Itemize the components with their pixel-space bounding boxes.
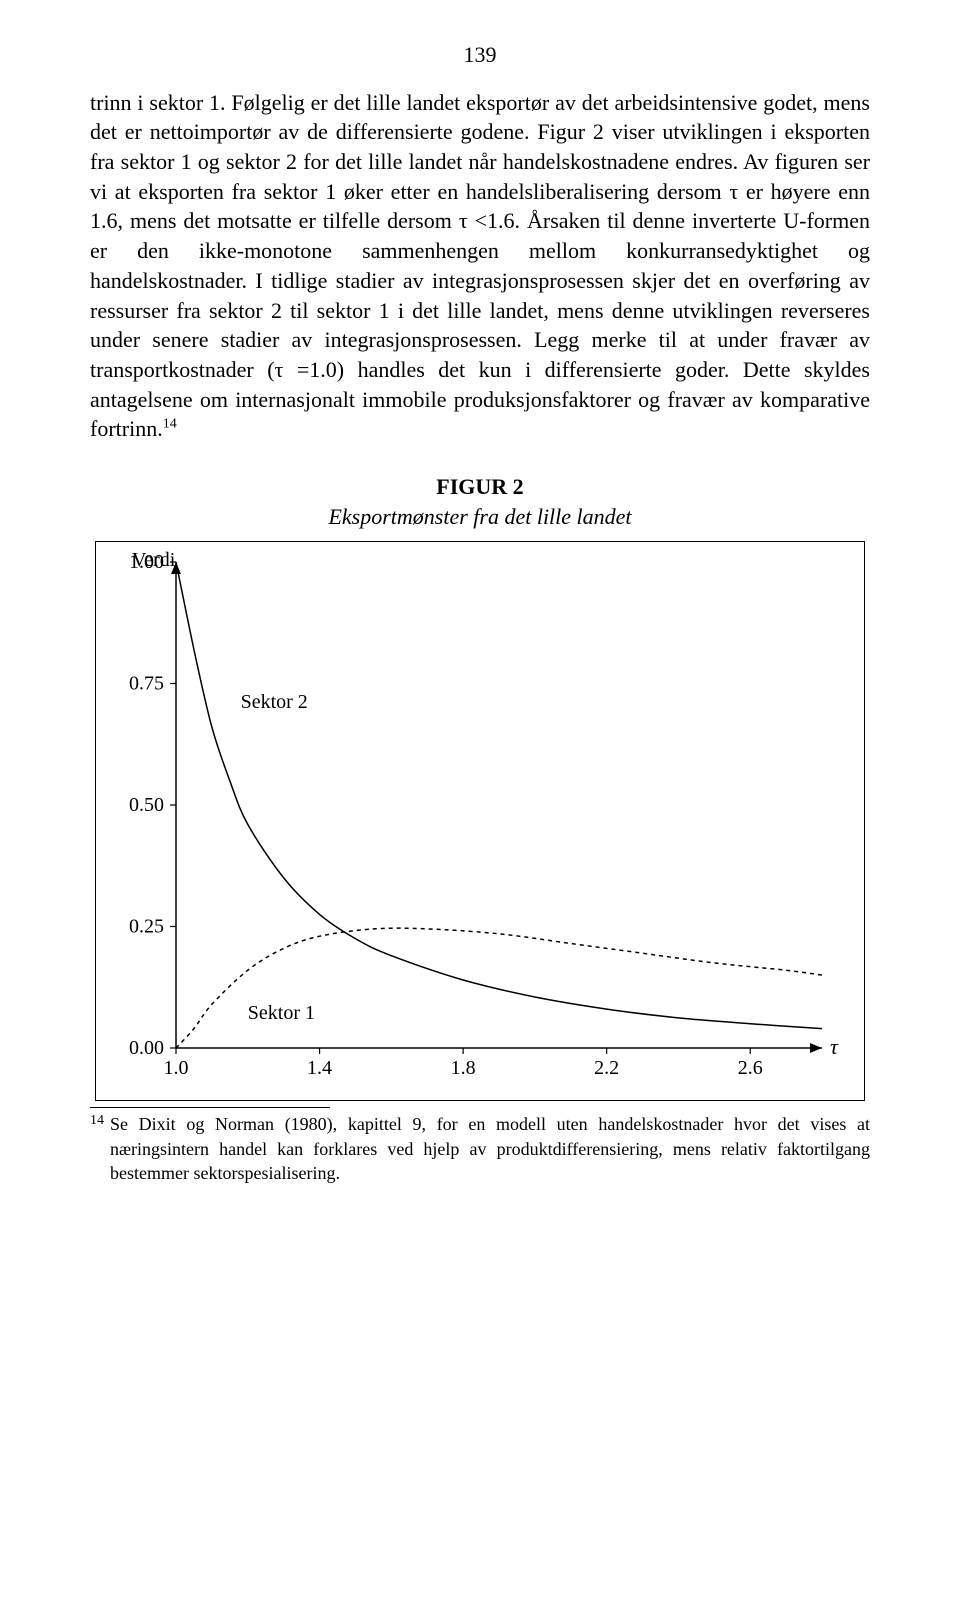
svg-text:2.2: 2.2 bbox=[594, 1057, 619, 1079]
chart-svg: 0.000.250.500.751.001.01.41.82.22.6Verdi… bbox=[96, 542, 862, 1098]
body-paragraph: trinn i sektor 1. Følgelig er det lille … bbox=[90, 88, 870, 444]
chart-frame: 0.000.250.500.751.001.01.41.82.22.6Verdi… bbox=[95, 541, 865, 1101]
figure-subtitle: Eksportmønster fra det lille landet bbox=[90, 502, 870, 532]
svg-text:1.0: 1.0 bbox=[164, 1057, 189, 1079]
svg-text:Sektor 2: Sektor 2 bbox=[241, 691, 308, 713]
svg-text:τ: τ bbox=[830, 1034, 839, 1059]
footnote-ref: 14 bbox=[163, 417, 177, 432]
figure-title: FIGUR 2 bbox=[90, 472, 870, 502]
svg-text:1.8: 1.8 bbox=[451, 1057, 476, 1079]
footnote-number: 14 bbox=[90, 1112, 104, 1185]
footnote-rule bbox=[90, 1107, 330, 1108]
svg-text:Sektor 1: Sektor 1 bbox=[248, 1002, 315, 1024]
page-number: 139 bbox=[90, 40, 870, 70]
footnote-block: 14 Se Dixit og Norman (1980), kapittel 9… bbox=[90, 1107, 870, 1185]
footnote-text: Se Dixit og Norman (1980), kapittel 9, f… bbox=[110, 1112, 870, 1185]
svg-text:0.75: 0.75 bbox=[129, 673, 164, 695]
svg-text:2.6: 2.6 bbox=[738, 1057, 763, 1079]
svg-text:Verdi: Verdi bbox=[132, 549, 176, 571]
svg-text:0.00: 0.00 bbox=[129, 1037, 164, 1059]
svg-text:0.50: 0.50 bbox=[129, 794, 164, 816]
svg-text:0.25: 0.25 bbox=[129, 916, 164, 938]
svg-text:1.4: 1.4 bbox=[307, 1057, 332, 1079]
body-text: trinn i sektor 1. Følgelig er det lille … bbox=[90, 90, 870, 442]
